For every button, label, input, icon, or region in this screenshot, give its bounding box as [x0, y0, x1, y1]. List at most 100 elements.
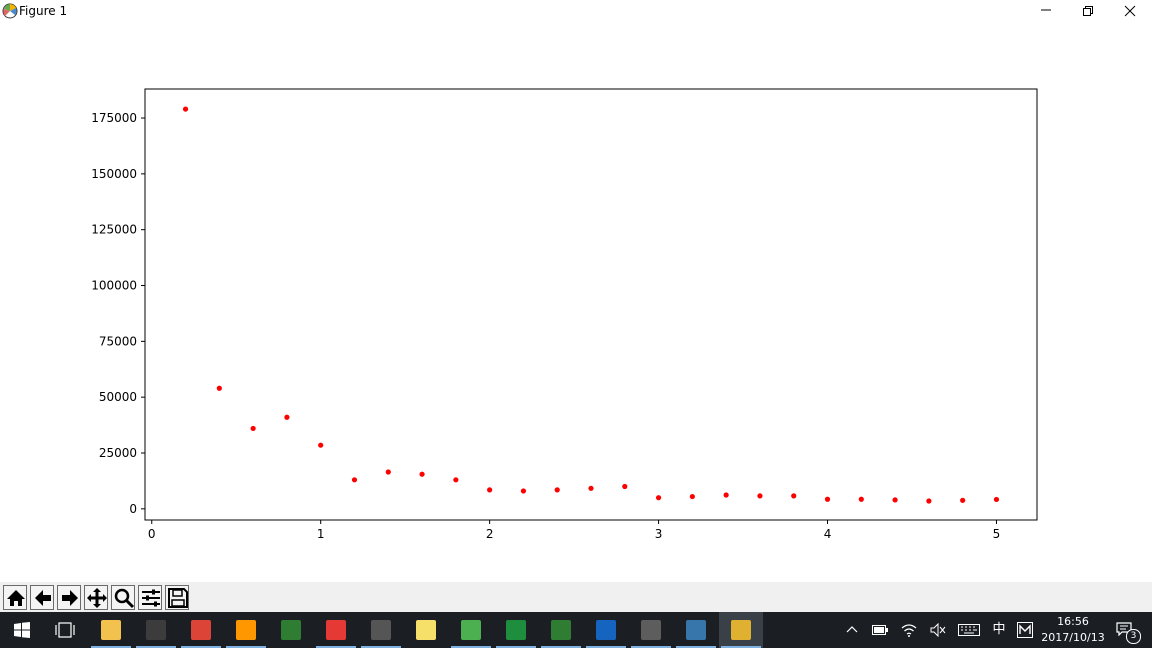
windows-taskbar: 中 16:56 2017/10/13 3 [0, 612, 1152, 648]
sublime-text-icon [236, 620, 256, 640]
close-button[interactable] [1108, 0, 1152, 22]
x-tick-label: 0 [148, 527, 156, 541]
data-point [216, 385, 222, 391]
data-point [318, 442, 324, 448]
data-point [689, 493, 695, 500]
matplotlib-figure-icon [731, 620, 751, 640]
python-app-icon [686, 620, 706, 640]
chrome-taskbar-button[interactable] [179, 612, 223, 648]
home-button[interactable] [3, 585, 27, 610]
wifi-icon[interactable] [897, 612, 921, 648]
data-point [419, 471, 425, 477]
start-button[interactable] [0, 612, 44, 648]
running-indicator [496, 646, 536, 648]
clock-time[interactable]: 16:56 [1057, 615, 1089, 628]
running-indicator [316, 646, 356, 648]
battery-icon[interactable] [868, 612, 892, 648]
terminal-taskbar-button[interactable] [134, 612, 178, 648]
keyboard-icon[interactable] [957, 612, 981, 648]
data-points [182, 106, 1000, 504]
x-tick-label: 1 [317, 527, 325, 541]
running-indicator [586, 646, 626, 648]
home-icon [7, 590, 25, 606]
close-icon [1124, 5, 1136, 17]
app-s-icon [326, 620, 346, 640]
x-tick-label: 2 [486, 527, 494, 541]
save-button[interactable] [165, 585, 189, 610]
clock-date[interactable]: 2017/10/13 [1041, 631, 1105, 644]
data-point [284, 414, 290, 420]
data-point [993, 496, 1000, 503]
volume-muted-icon[interactable] [926, 612, 950, 648]
restore-icon [1083, 6, 1093, 16]
minimize-icon [1041, 9, 1051, 11]
data-point [588, 485, 594, 491]
app-taskbar-button[interactable] [269, 612, 313, 648]
restore-button[interactable] [1066, 0, 1110, 22]
data-point [182, 106, 189, 112]
matplotlib-figure-taskbar-button[interactable] [719, 612, 763, 648]
sticky-notes-icon [416, 620, 436, 640]
subplots-config-icon [142, 589, 160, 607]
y-tick-label: 100000 [91, 279, 137, 293]
data-point [487, 487, 493, 493]
quill-icon [371, 620, 391, 640]
data-point [554, 487, 560, 493]
data-point [453, 477, 459, 483]
save-icon [168, 588, 188, 608]
chevron-up-icon[interactable] [840, 612, 864, 648]
data-point [960, 497, 966, 503]
minimize-button[interactable] [1024, 0, 1068, 22]
file-explorer-icon [101, 620, 121, 640]
app-s-taskbar-button[interactable] [314, 612, 358, 648]
y-tick-label: 50000 [99, 390, 137, 404]
figure-canvas[interactable]: 0 25000 50000 75000 100000 125000 150000 175000… [0, 22, 1152, 582]
y-tick-label: 25000 [99, 446, 137, 460]
task-view-button[interactable] [43, 612, 87, 648]
tex-works-taskbar-button[interactable] [629, 612, 673, 648]
file-explorer-taskbar-button[interactable] [89, 612, 133, 648]
x-tick-label: 4 [824, 527, 832, 541]
pan-button[interactable] [84, 585, 108, 610]
app-icon [281, 620, 301, 640]
running-indicator [721, 646, 761, 648]
ime-indicator[interactable]: 中 [992, 622, 1006, 637]
running-indicator [451, 646, 491, 648]
x-axis: 0 1 2 3 4 5 [148, 520, 1000, 541]
wechat-icon [461, 620, 481, 640]
sticky-notes-taskbar-button[interactable] [404, 612, 448, 648]
y-tick-label: 125000 [91, 223, 137, 237]
data-point [926, 498, 932, 504]
pan-icon [87, 588, 107, 608]
wechat-taskbar-button[interactable] [449, 612, 493, 648]
visual-studio-taskbar-button[interactable] [539, 612, 583, 648]
navigation-toolbar [0, 582, 1152, 612]
tex-works-icon [641, 620, 661, 640]
forward-button[interactable] [57, 585, 81, 610]
configure-subplots-button[interactable] [138, 585, 162, 610]
input-mode-icon[interactable] [1013, 612, 1037, 648]
action-center-button[interactable]: 3 [1112, 612, 1148, 648]
back-arrow-icon [35, 590, 51, 606]
bird-app-taskbar-button[interactable] [584, 612, 628, 648]
y-tick-label: 150000 [91, 167, 137, 181]
terminal-icon [146, 620, 166, 640]
zoom-button[interactable] [111, 585, 135, 610]
data-point [791, 493, 797, 499]
notification-count-badge: 3 [1126, 629, 1141, 644]
running-indicator [361, 646, 401, 648]
python-app-taskbar-button[interactable] [674, 612, 718, 648]
data-point [520, 488, 527, 494]
running-indicator [226, 646, 266, 648]
spreadsheet-icon [506, 620, 526, 640]
spreadsheet-taskbar-button[interactable] [494, 612, 538, 648]
quill-taskbar-button[interactable] [359, 612, 403, 648]
scatter-plot[interactable]: 0 25000 50000 75000 100000 125000 150000 175000… [0, 22, 1152, 582]
data-point [250, 425, 256, 432]
data-point [351, 477, 358, 483]
y-tick-label: 175000 [91, 111, 137, 125]
sublime-text-taskbar-button[interactable] [224, 612, 268, 648]
x-tick-label: 5 [993, 527, 1001, 541]
back-button[interactable] [30, 585, 54, 610]
data-point [824, 496, 831, 502]
